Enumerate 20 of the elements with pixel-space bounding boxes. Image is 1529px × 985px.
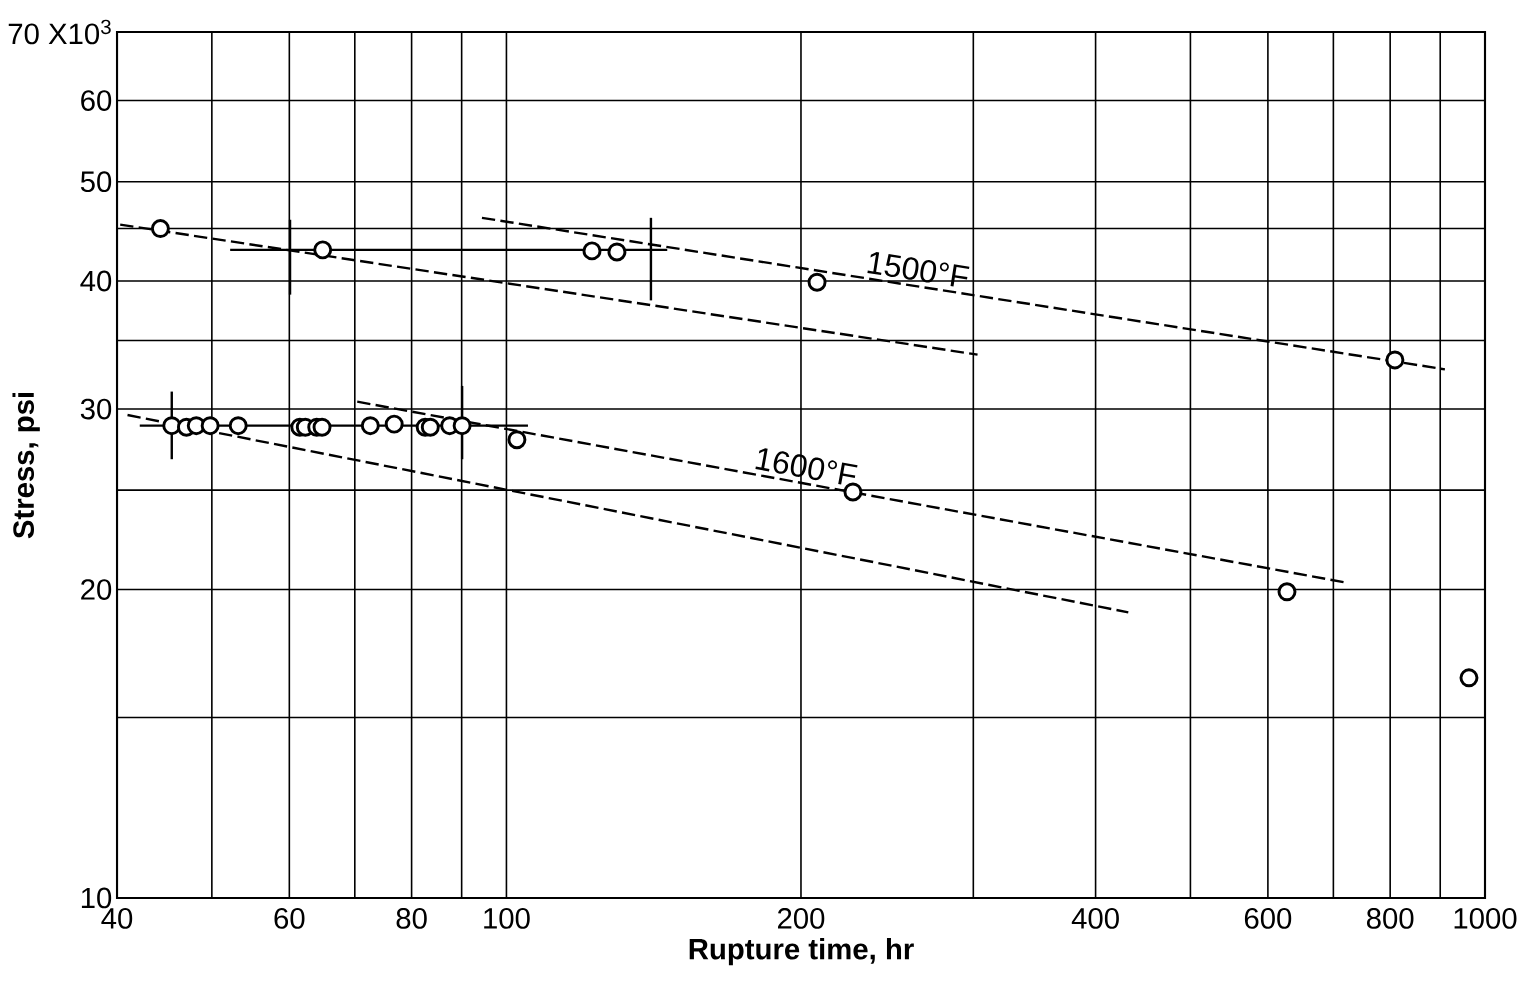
x-tick-label: 600	[1244, 908, 1292, 929]
x-axis-title: Rupture time, hr	[689, 937, 914, 966]
y-tick-label: 60	[81, 90, 112, 111]
x-tick-label: 200	[777, 908, 825, 929]
text: 1500°F	[867, 252, 970, 287]
x-tick-label: 1000	[1454, 908, 1517, 929]
x-tick-label: 80	[396, 908, 427, 929]
x-tick-label: 40	[101, 908, 133, 929]
y-tick-label: 20	[81, 579, 112, 600]
y-tick-label: 70 X10$^{3}$	[8, 19, 111, 45]
x-tick-label: 800	[1366, 908, 1414, 929]
x-tick-label: 400	[1071, 908, 1119, 929]
x-tick-label: 60	[274, 908, 305, 929]
x-tick-label: 100	[484, 908, 530, 929]
y-tick-label: 10	[81, 887, 112, 909]
y-axis-title: Stress, psi	[12, 392, 40, 539]
y-tick-label: 30	[80, 398, 112, 420]
y-tick-label: 50	[80, 171, 112, 193]
y-tick-label: 40	[80, 270, 112, 292]
text: 1600°F	[755, 448, 858, 485]
